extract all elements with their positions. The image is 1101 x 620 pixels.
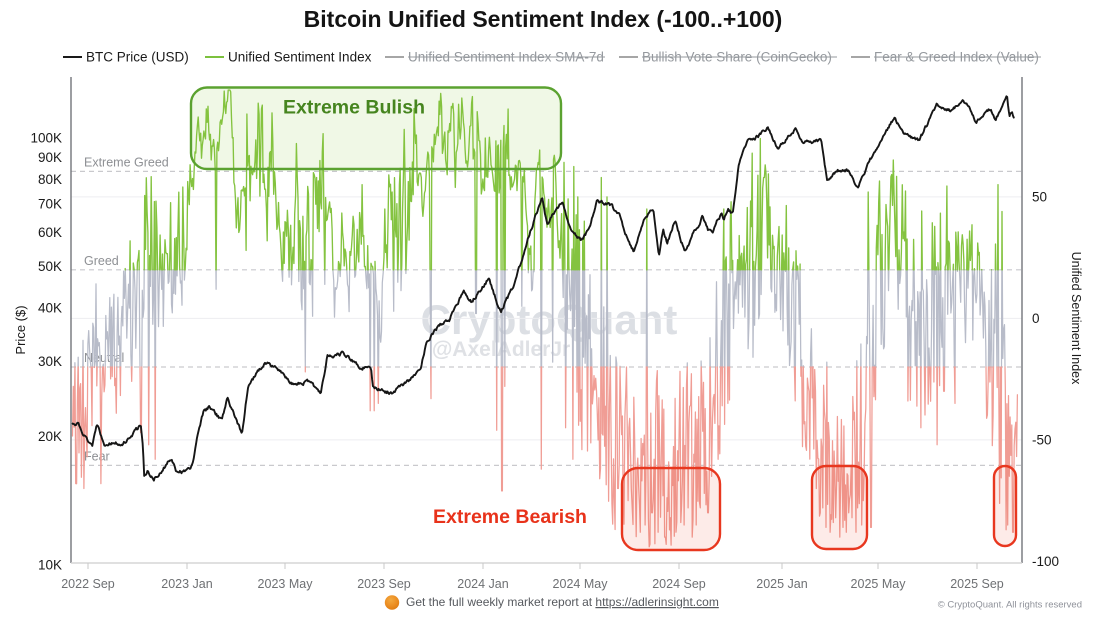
- svg-text:10K: 10K: [38, 558, 62, 573]
- svg-text:50K: 50K: [38, 259, 62, 274]
- svg-text:2025 May: 2025 May: [851, 577, 907, 591]
- svg-text:-100: -100: [1032, 554, 1059, 569]
- svg-text:90K: 90K: [38, 150, 62, 165]
- svg-text:BTC Price (USD): BTC Price (USD): [86, 50, 189, 65]
- svg-text:Unified Sentiment Index: Unified Sentiment Index: [1069, 252, 1083, 385]
- svg-text:2024 May: 2024 May: [553, 577, 609, 591]
- svg-text:Price ($): Price ($): [13, 305, 28, 354]
- svg-text:2024 Jan: 2024 Jan: [457, 577, 508, 591]
- svg-text:40K: 40K: [38, 300, 62, 315]
- svg-text:0: 0: [1032, 311, 1040, 326]
- svg-text:2024 Sep: 2024 Sep: [652, 577, 706, 591]
- svg-text:30K: 30K: [38, 354, 62, 369]
- svg-text:CryptoQuant: CryptoQuant: [421, 296, 678, 343]
- svg-text:-50: -50: [1032, 432, 1052, 447]
- svg-text:50: 50: [1032, 189, 1047, 204]
- svg-text:2023 May: 2023 May: [258, 577, 314, 591]
- svg-text:2025 Sep: 2025 Sep: [950, 577, 1004, 591]
- svg-text:Greed: Greed: [84, 254, 119, 268]
- svg-text:2022 Sep: 2022 Sep: [61, 577, 115, 591]
- svg-text:Extreme Bulish: Extreme Bulish: [283, 97, 425, 119]
- svg-text:80K: 80K: [38, 172, 62, 187]
- svg-text:Extreme Greed: Extreme Greed: [84, 155, 169, 169]
- svg-text:70K: 70K: [38, 197, 62, 212]
- svg-text:Fear: Fear: [84, 449, 110, 463]
- svg-text:100K: 100K: [30, 131, 62, 146]
- svg-text:2023 Jan: 2023 Jan: [161, 577, 212, 591]
- svg-text:Extreme Bearish: Extreme Bearish: [433, 506, 587, 528]
- svg-text:60K: 60K: [38, 225, 62, 240]
- svg-text:Get the full weekly market rep: Get the full weekly market report at htt…: [406, 595, 719, 609]
- svg-text:Bitcoin Unified Sentiment Inde: Bitcoin Unified Sentiment Index (-100..+…: [304, 6, 783, 32]
- svg-text:2025 Jan: 2025 Jan: [756, 577, 807, 591]
- svg-text:20K: 20K: [38, 429, 62, 444]
- svg-text:Unified Sentiment Index: Unified Sentiment Index: [228, 50, 372, 65]
- svg-text:© CryptoQuant. All rights rese: © CryptoQuant. All rights reserved: [938, 600, 1082, 611]
- svg-text:2023 Sep: 2023 Sep: [357, 577, 411, 591]
